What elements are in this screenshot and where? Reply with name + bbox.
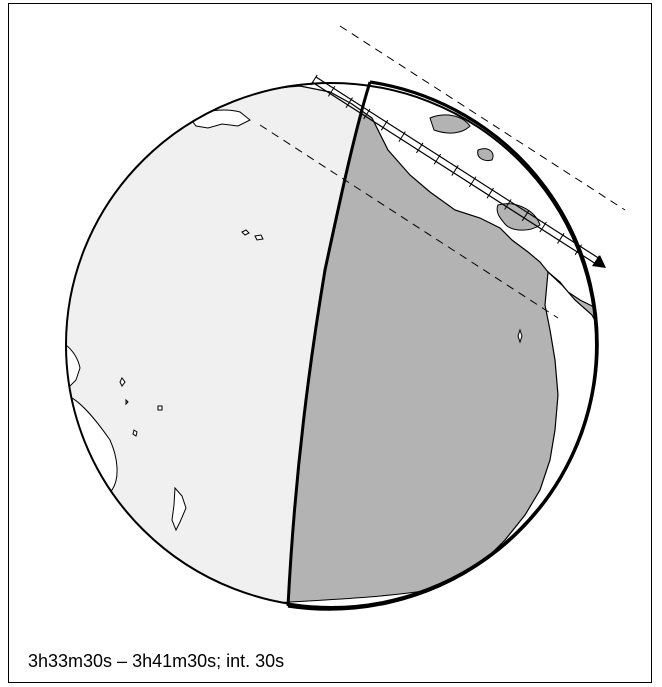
track-tick: [398, 131, 406, 142]
track-tick: [310, 74, 318, 86]
track-tick: [539, 221, 547, 233]
track-tick: [433, 153, 442, 165]
path-limit-north-outside: [339, 25, 626, 211]
gulf-of-mexico: [496, 203, 541, 231]
track-tick: [451, 165, 459, 176]
australia-edge-landmass: [66, 343, 81, 387]
track-tick: [416, 142, 424, 154]
track-tick: [327, 85, 336, 97]
track-tick: [574, 244, 583, 256]
night-side-region: [288, 83, 596, 606]
track-tick: [504, 199, 512, 210]
track-arrow-icon: [592, 255, 606, 268]
track-tick: [380, 119, 389, 131]
track-tick: [363, 108, 371, 120]
night-limb: [287, 80, 599, 611]
path-limit-south: [259, 124, 559, 319]
track-tick: [345, 97, 353, 108]
pacific-islands: [119, 229, 523, 437]
track-tick: [468, 176, 477, 188]
terminator-line: [286, 81, 372, 607]
track-tick: [521, 210, 530, 222]
track-tick: [557, 233, 565, 244]
inland-water-north: [429, 114, 471, 134]
track-tick: [486, 187, 494, 199]
time-range-caption: 3h33m30s – 3h41m30s; int. 30s: [28, 651, 285, 671]
inland-water-lakes: [477, 148, 494, 161]
new-zealand-island: [171, 486, 187, 532]
